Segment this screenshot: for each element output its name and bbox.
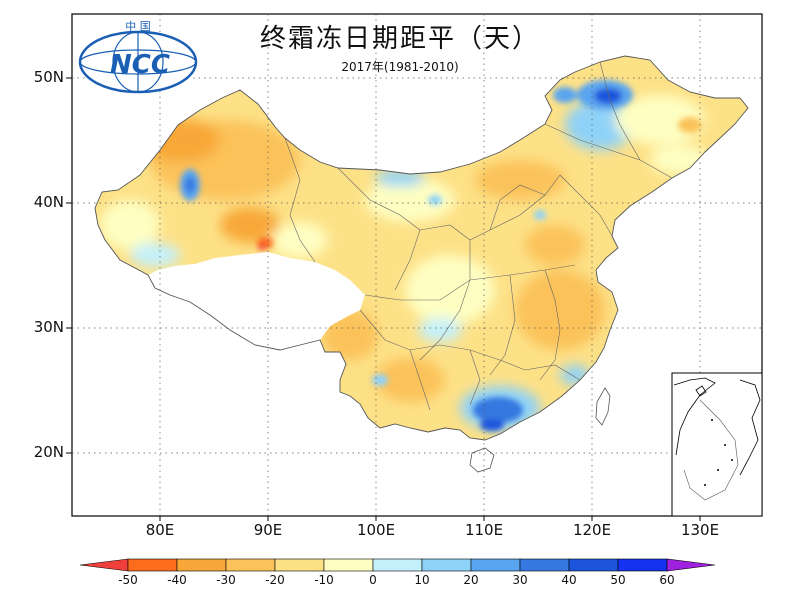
- colorbar-bin: [176, 558, 227, 572]
- colorbar-tick-label: 50: [610, 573, 626, 587]
- colorbar-tick-label: -10: [314, 573, 334, 587]
- lon-label-130e: 130E: [680, 521, 720, 539]
- taiwan-island: [595, 387, 611, 426]
- colorbar-tick-label: 60: [659, 573, 675, 587]
- lon-label-110e: 110E: [464, 521, 504, 539]
- ncc-logo: NCC 中 国: [78, 20, 198, 94]
- colorbar-bin: [225, 558, 276, 572]
- lon-label-120e: 120E: [572, 521, 612, 539]
- colorbar-bin: [470, 558, 521, 572]
- colorbar-bin: [519, 558, 570, 572]
- colorbar-bin: [127, 558, 178, 572]
- logo-acronym: NCC: [110, 50, 170, 80]
- colorbar-tick-label: 40: [561, 573, 577, 587]
- logo-org-text: 中 国: [125, 20, 151, 33]
- colorbar-tick-label: 20: [463, 573, 479, 587]
- colorbar-tick-label: 10: [414, 573, 430, 587]
- map-subtitle: 2017年(1981-2010): [341, 60, 459, 74]
- lat-label-50n: 50N: [33, 68, 64, 86]
- colorbar-bin: [568, 558, 619, 572]
- colorbar-legend: [79, 558, 716, 572]
- colorbar-tick-label: -30: [216, 573, 236, 587]
- lat-label-20n: 20N: [33, 443, 64, 461]
- axis-ticks: [66, 77, 701, 521]
- lon-label-90e: 90E: [253, 521, 283, 539]
- colorbar-tick-label: 0: [369, 573, 377, 587]
- lat-label-40n: 40N: [33, 193, 64, 211]
- country-border: [94, 55, 749, 441]
- colorbar-bin: [617, 558, 668, 572]
- province-borders: [284, 61, 673, 411]
- lon-label-80e: 80E: [145, 521, 175, 539]
- south-china-sea-inset: [671, 372, 763, 517]
- lat-label-30n: 30N: [33, 318, 64, 336]
- map-title: 终霜冻日期距平（天）: [259, 24, 540, 54]
- colorbar-bin: [372, 558, 423, 572]
- colorbar-bin: [421, 558, 472, 572]
- colorbar-tick-label: 30: [512, 573, 528, 587]
- colorbar-high-extension: [666, 558, 716, 572]
- hainan-island: [469, 447, 495, 473]
- no-data-region: [148, 252, 365, 350]
- colorbar-bin: [323, 558, 374, 572]
- colorbar-tick-label: -50: [118, 573, 138, 587]
- colorbar-bin: [274, 558, 325, 572]
- colorbar-tick-label: -40: [167, 573, 187, 587]
- lon-label-100e: 100E: [356, 521, 396, 539]
- colorbar-low-extension: [79, 558, 129, 572]
- colorbar-tick-label: -20: [265, 573, 285, 587]
